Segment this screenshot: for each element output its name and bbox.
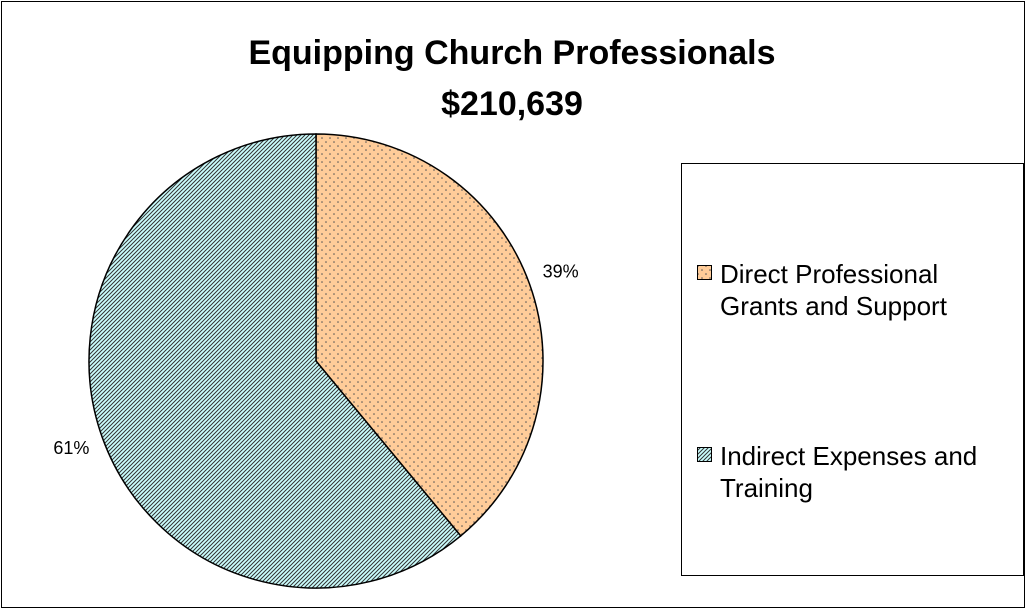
legend-marker bbox=[697, 265, 712, 280]
slice-label: 61% bbox=[53, 438, 89, 458]
legend-label: Indirect Expenses and Training bbox=[720, 441, 978, 503]
pie-slice bbox=[88, 133, 462, 589]
legend-marker bbox=[697, 447, 712, 462]
legend-label: Direct Professional Grants and Support bbox=[720, 259, 947, 321]
slice-label: 39% bbox=[543, 262, 579, 282]
chart-title: Equipping Church Professionals bbox=[248, 34, 775, 72]
chart-subtitle: $210,639 bbox=[441, 85, 583, 123]
pie-slice bbox=[315, 133, 544, 537]
legend-box bbox=[681, 163, 1024, 576]
